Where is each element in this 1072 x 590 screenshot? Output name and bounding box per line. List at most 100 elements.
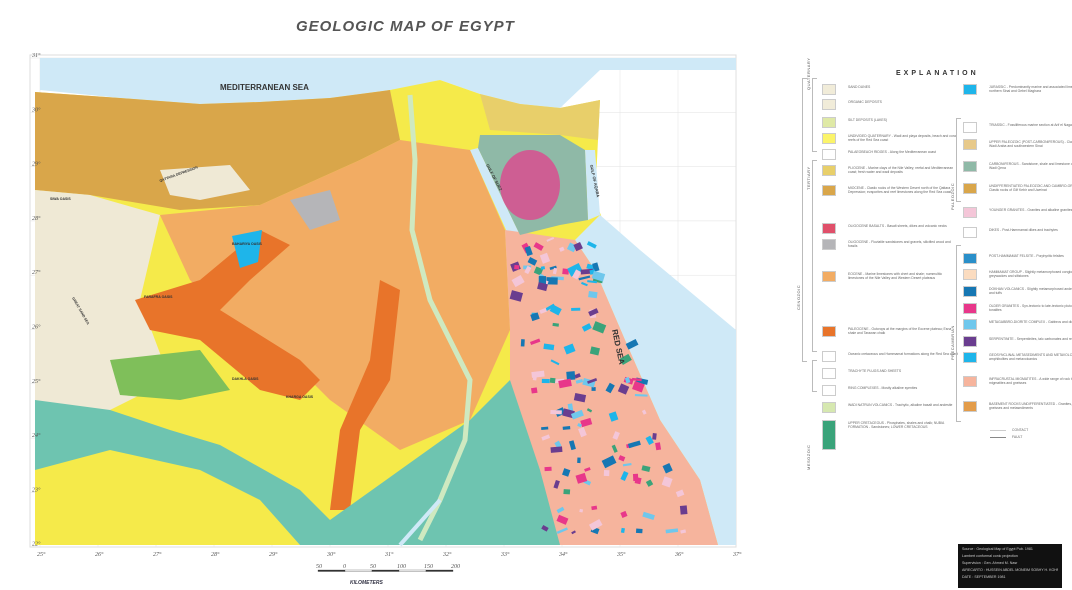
scale-bar: 50 0 50 100 150 200 — [316, 564, 460, 572]
basement-outcrop — [529, 338, 541, 346]
basement-outcrop — [552, 267, 558, 275]
basement-outcrop — [530, 387, 538, 394]
lake-nasser — [398, 498, 442, 547]
legend-label: UNDIVIDED QUATERNARY - Wadi and playa de… — [848, 134, 957, 142]
basement-outcrop — [544, 466, 552, 472]
basement-outcrop — [514, 264, 520, 270]
basement-outcrop — [567, 403, 574, 412]
legend-label: UPPER CRETACEOUS - Phosphates, shales an… — [848, 421, 945, 429]
legend-label: UNDIFFERENTIATED PALEOZOIC AND CAMBRO-OR… — [989, 184, 1072, 192]
scale-segment — [371, 569, 400, 572]
basement-outcrop — [618, 455, 626, 462]
scale-tick-label: 150 — [424, 564, 433, 570]
basement-outcrop — [641, 465, 651, 473]
legend-swatch — [822, 326, 836, 337]
basement-outcrop — [627, 440, 641, 449]
label-siwa: SIWA OASIS — [50, 197, 71, 201]
legend-label: MIOCENE - Clastic rocks of the Western D… — [848, 186, 952, 194]
map-title: GEOLOGIC MAP OF EGYPT — [296, 18, 515, 35]
geologic-map[interactable]: MEDITERRANEAN SEA RED SEA GULF OF SUEZ G… — [0, 0, 760, 590]
basement-outcrop — [642, 511, 655, 520]
latitude-label: 31° — [31, 52, 41, 59]
legend-swatch — [963, 227, 977, 238]
basement-outcrop — [624, 376, 631, 384]
legend-swatch — [822, 117, 836, 128]
basement-outcrop — [592, 321, 607, 334]
era-bracket — [956, 245, 961, 422]
basement-outcrop — [680, 529, 687, 534]
basement-outcrop — [635, 528, 643, 534]
legend-swatch — [822, 185, 836, 196]
basement-outcrop — [679, 505, 688, 515]
scale-tick-label: 0 — [343, 564, 346, 570]
longitude-label: 28° — [211, 551, 220, 558]
legend-swatch — [963, 319, 977, 330]
era-bracket — [812, 160, 817, 352]
legend-swatch — [963, 352, 977, 363]
longitude-label: 31° — [384, 551, 394, 558]
basement-outcrop — [588, 291, 598, 299]
legend-swatch — [822, 351, 836, 362]
label-mediterranean: MEDITERRANEAN SEA — [220, 83, 309, 92]
legend-label: TRACHYTE PLUGS AND SHEETS — [848, 369, 902, 373]
legend-swatch — [963, 253, 977, 264]
basement-outcrop — [550, 409, 562, 415]
basement-outcrop — [578, 426, 587, 438]
basement-outcrop — [568, 440, 576, 451]
basement-outcrop — [533, 242, 544, 251]
basement-outcrop — [620, 471, 629, 482]
era-bracket — [956, 118, 961, 202]
basement-outcrop — [537, 282, 548, 292]
basement-outcrop — [577, 423, 582, 428]
basement-outcrop — [541, 524, 549, 532]
basement-outcrop — [661, 476, 673, 488]
info-airecarto: AIRECARTO : HUSSEIN ABDEL MONEIM SOBHY H… — [962, 568, 1058, 572]
legend-swatch — [822, 385, 836, 396]
legend-label: RING COMPLEXES - Mostly alkaline syenite… — [848, 386, 918, 390]
basement-outcrop — [581, 323, 592, 332]
basement-outcrop — [539, 252, 551, 264]
basement-outcrop — [645, 435, 654, 446]
basement-outcrop — [622, 462, 632, 467]
basement-outcrop — [578, 275, 591, 281]
scale-tick-label: 50 — [370, 564, 376, 570]
latitude-label: 23° — [32, 486, 41, 493]
basement-outcrop — [556, 506, 565, 514]
basement-outcrop — [588, 308, 599, 317]
legend-label: GEOSYNCLINAL METASEDIMENTS AND METAVOLC A… — [989, 353, 1072, 361]
legend-swatch — [822, 149, 836, 160]
label-kharga: KHARGA OASIS — [286, 395, 314, 399]
info-source: Source : Geological Map of Egypt Pub. 19… — [962, 547, 1033, 551]
era-label-paleozoic: PALEOZOIC — [950, 182, 955, 210]
miocene-zone — [35, 90, 400, 210]
legend-swatch — [963, 269, 977, 280]
legend-label: ORGANIC DEPOSITS — [848, 100, 882, 104]
legend-label: OLIGOCENE BASALTS - Basalt sheets, dikes… — [848, 224, 947, 228]
legend-label: YOUNGER GRANITES - Granites and alkaline… — [989, 208, 1072, 212]
basement-outcrop — [530, 312, 540, 322]
legend-swatch — [963, 401, 977, 412]
scale-tick-label: 50 — [316, 564, 322, 570]
longitude-label: 32° — [442, 551, 452, 558]
basement-outcrop — [641, 409, 647, 415]
basement-outcrop — [527, 257, 538, 266]
legend-swatch — [822, 99, 836, 110]
legend-label: JURASSIC - Predominantly marine and asso… — [989, 85, 1072, 93]
basement-outcrop — [601, 455, 617, 469]
longitude-label: 27° — [153, 551, 162, 558]
info-date: DATE : SEPTEMBER 1981 — [962, 575, 1006, 579]
basement-outcrop — [563, 489, 571, 495]
nile-river — [407, 94, 473, 542]
basement-outcrop — [575, 472, 588, 484]
basement-outcrop — [619, 353, 632, 366]
basement-outcrop — [612, 431, 620, 440]
basement-outcrop — [645, 479, 654, 487]
era-bracket — [802, 78, 807, 362]
paleocene-belt — [135, 230, 320, 400]
source-info-box: Source : Geological Map of Egypt Pub. 19… — [958, 544, 1062, 588]
basement-outcrop — [632, 473, 639, 482]
basement-outcrop — [675, 489, 685, 498]
bahariya-depression — [232, 230, 262, 268]
legend-swatch — [963, 207, 977, 218]
basement-outcrop — [562, 426, 571, 430]
